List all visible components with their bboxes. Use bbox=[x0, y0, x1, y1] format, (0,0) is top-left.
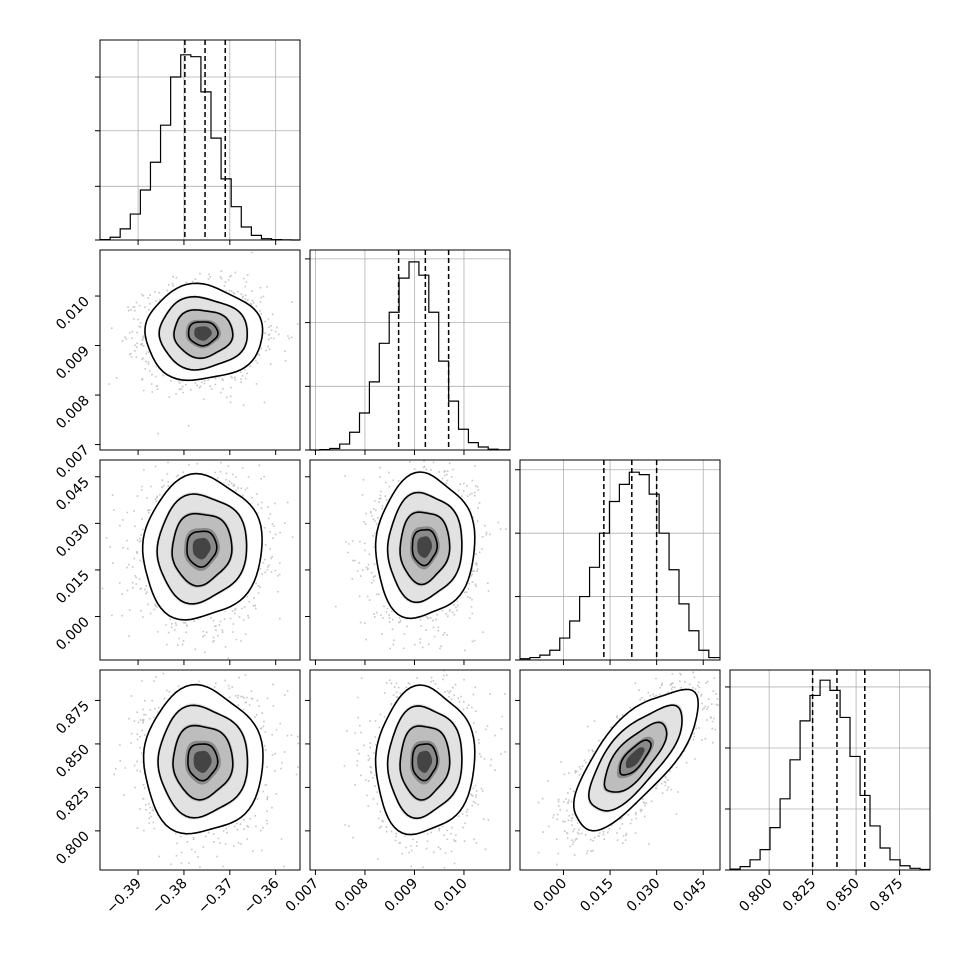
x-tick-label: 0.800 bbox=[736, 876, 776, 916]
histogram-steps bbox=[100, 54, 300, 241]
histogram-panel-1 bbox=[95, 39, 301, 245]
scatter-panel-1-4 bbox=[95, 669, 301, 875]
y-tick-label: 0.875 bbox=[53, 698, 93, 738]
contour-line-2 bbox=[386, 705, 463, 820]
contour-line-3 bbox=[173, 309, 234, 360]
contour-line-4 bbox=[187, 743, 219, 782]
x-tick-label: 0.008 bbox=[332, 876, 372, 916]
x-tick-label: −0.37 bbox=[195, 876, 237, 918]
x-tick-label: −0.39 bbox=[103, 876, 145, 918]
density-fill-5 bbox=[625, 747, 645, 769]
y-tick-label: 0.045 bbox=[53, 474, 93, 514]
histogram-frame bbox=[309, 249, 511, 451]
x-tick-label: 0.010 bbox=[431, 876, 471, 916]
x-tick-label: 0.045 bbox=[670, 876, 710, 916]
x-tick-label: 0.850 bbox=[823, 876, 863, 916]
density-fill-5 bbox=[194, 326, 212, 341]
x-tick-label: 0.875 bbox=[867, 876, 907, 916]
x-tick-label: −0.36 bbox=[241, 875, 283, 917]
scatter-frame bbox=[309, 459, 511, 661]
scatter-frame bbox=[99, 669, 301, 871]
y-tick-label: 0.009 bbox=[53, 343, 93, 383]
histogram-frame bbox=[729, 669, 931, 871]
density-fill-5 bbox=[193, 750, 212, 773]
y-tick-label: 0.000 bbox=[53, 614, 93, 654]
contour-line-4 bbox=[186, 530, 218, 568]
contour-line-2 bbox=[158, 295, 248, 371]
contour-line-1 bbox=[144, 282, 264, 382]
contour-line-3 bbox=[172, 724, 234, 801]
scatter-panel-2-3 bbox=[305, 459, 511, 665]
scatter-panel-2-4 bbox=[305, 669, 511, 875]
histogram-frame bbox=[519, 459, 721, 661]
x-tick-label: 0.007 bbox=[283, 876, 323, 916]
contour-line-4 bbox=[619, 739, 652, 776]
scatter-points bbox=[101, 460, 294, 659]
contour-line-1 bbox=[374, 471, 476, 620]
contour-line-1 bbox=[142, 683, 264, 835]
contour-line-3 bbox=[603, 721, 668, 793]
density-fill-5 bbox=[417, 750, 433, 773]
histogram-frame bbox=[99, 39, 301, 241]
y-tick-label: 0.030 bbox=[53, 521, 93, 561]
contour-line-3 bbox=[399, 511, 451, 586]
y-tick-label: 0.007 bbox=[53, 442, 93, 482]
histogram-panel-4 bbox=[725, 669, 931, 875]
x-tick-label: 0.009 bbox=[382, 876, 422, 916]
scatter-frame bbox=[519, 669, 721, 871]
y-tick-label: 0.008 bbox=[53, 393, 93, 433]
contour-line-4 bbox=[411, 528, 439, 567]
scatter-panel-1-2 bbox=[95, 249, 301, 455]
x-tick-label: −0.38 bbox=[149, 876, 191, 918]
histogram-steps bbox=[310, 261, 510, 451]
contour-line-3 bbox=[399, 725, 451, 801]
histogram-steps bbox=[520, 471, 720, 660]
density-fill-5 bbox=[192, 537, 211, 560]
scatter-panel-3-4 bbox=[515, 669, 721, 875]
contour-line-3 bbox=[171, 512, 233, 587]
contour-line-1 bbox=[573, 688, 700, 832]
y-tick-label: 0.825 bbox=[53, 785, 93, 825]
y-tick-label: 0.850 bbox=[53, 741, 93, 781]
y-tick-label: 0.010 bbox=[53, 294, 93, 334]
x-tick-label: 0.030 bbox=[624, 876, 664, 916]
density-fill-5 bbox=[417, 536, 433, 558]
y-tick-label: 0.015 bbox=[53, 567, 93, 607]
contour-line-2 bbox=[386, 491, 463, 604]
contour-line-2 bbox=[587, 704, 683, 812]
histogram-panel-2 bbox=[305, 249, 511, 455]
scatter-frame bbox=[309, 669, 511, 871]
contour-line-2 bbox=[157, 704, 249, 819]
contour-line-4 bbox=[411, 743, 439, 782]
x-tick-label: 0.825 bbox=[780, 876, 820, 916]
scatter-frame bbox=[99, 249, 301, 451]
histogram-steps bbox=[730, 679, 930, 871]
y-tick-label: 0.800 bbox=[53, 828, 93, 868]
scatter-frame bbox=[99, 459, 301, 661]
scatter-panel-1-3 bbox=[95, 459, 301, 665]
contour-line-1 bbox=[374, 684, 476, 836]
x-tick-label: 0.000 bbox=[531, 876, 571, 916]
contour-line-1 bbox=[141, 472, 263, 621]
histogram-panel-3 bbox=[515, 459, 721, 665]
contour-line-4 bbox=[187, 321, 219, 347]
x-tick-label: 0.015 bbox=[577, 876, 617, 916]
contour-line-2 bbox=[156, 493, 248, 605]
